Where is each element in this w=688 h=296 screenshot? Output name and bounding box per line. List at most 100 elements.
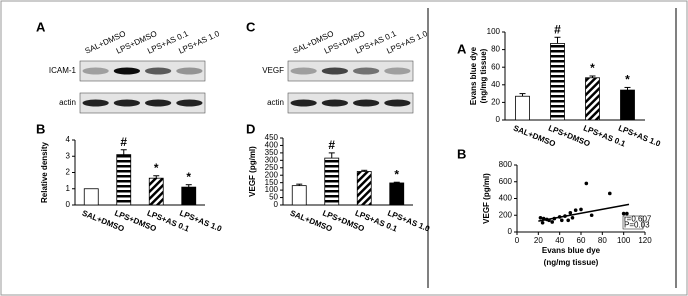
bar bbox=[389, 182, 405, 206]
x-tick-label: 100 bbox=[617, 236, 631, 245]
point bbox=[538, 215, 543, 220]
panel-label: D bbox=[246, 121, 255, 136]
y-tick-label: 300 bbox=[265, 155, 279, 164]
panel-label: A bbox=[457, 41, 467, 56]
blot-band bbox=[82, 67, 109, 75]
blot-band bbox=[145, 67, 172, 75]
point bbox=[584, 181, 589, 186]
error-bar bbox=[361, 169, 368, 172]
y-tick-label: 0 bbox=[66, 200, 71, 209]
y-tick-label: 80 bbox=[491, 45, 500, 54]
x-axis-label: Evans blue dye bbox=[542, 246, 601, 255]
point bbox=[608, 191, 612, 196]
bar bbox=[181, 186, 197, 206]
point bbox=[566, 218, 570, 223]
blot-background bbox=[287, 60, 414, 82]
significance-mark: * bbox=[590, 61, 595, 75]
y-tick-label: 0 bbox=[508, 227, 513, 236]
blot-band bbox=[113, 67, 140, 75]
y-tick-label: 400 bbox=[265, 141, 279, 150]
point bbox=[550, 220, 554, 224]
row-label: VEGF bbox=[262, 66, 284, 75]
y-tick-label: 60 bbox=[491, 62, 500, 71]
significance-mark: * bbox=[186, 170, 191, 184]
significance-mark: * bbox=[625, 73, 630, 87]
point bbox=[589, 213, 594, 218]
y-tick-label: 3 bbox=[66, 151, 71, 160]
y-tick-label: 350 bbox=[265, 148, 279, 157]
point bbox=[625, 211, 629, 216]
blot-band bbox=[290, 67, 317, 75]
y-tick-label: 0 bbox=[274, 200, 279, 209]
panel-label: B bbox=[36, 121, 45, 136]
y-tick-label: 200 bbox=[265, 170, 279, 179]
blot-band bbox=[176, 99, 203, 107]
blot-band bbox=[176, 67, 203, 75]
error-bar bbox=[589, 75, 596, 78]
error-bar bbox=[153, 175, 160, 179]
blot-band bbox=[321, 99, 348, 107]
y-axis-label: Evans blue dye bbox=[469, 46, 478, 105]
significance-mark: * bbox=[154, 161, 159, 175]
stats-box bbox=[622, 215, 644, 230]
y-tick-label: 2 bbox=[66, 168, 71, 177]
y-axis-label: (ng/mg tissue) bbox=[479, 48, 488, 103]
blot-background bbox=[79, 92, 206, 114]
significance-mark: # bbox=[120, 135, 127, 149]
stats-text: r=0.607 bbox=[624, 215, 652, 224]
blot-band bbox=[82, 99, 109, 107]
bar bbox=[515, 95, 530, 121]
y-tick-label: 40 bbox=[491, 80, 500, 89]
stats-text: P=0.03 bbox=[624, 221, 650, 230]
y-axis-label: VEGF (pg/ml) bbox=[482, 173, 491, 224]
x-tick-label: 40 bbox=[555, 236, 564, 245]
bar bbox=[324, 157, 340, 206]
point bbox=[568, 210, 573, 215]
blot-band bbox=[384, 67, 411, 75]
error-bar bbox=[120, 149, 127, 155]
blot-band bbox=[384, 99, 411, 107]
y-tick-label: 4 bbox=[66, 135, 71, 144]
y-tick-label: 50 bbox=[269, 193, 278, 202]
y-tick-label: 250 bbox=[265, 163, 279, 172]
bar bbox=[83, 188, 99, 206]
panel-label: B bbox=[457, 146, 466, 161]
point bbox=[570, 215, 575, 220]
point bbox=[560, 218, 564, 223]
x-tick-label: 20 bbox=[534, 236, 543, 245]
bar bbox=[356, 171, 372, 206]
blot-band bbox=[321, 67, 348, 75]
x-tick-label: 120 bbox=[638, 236, 652, 245]
y-tick-label: 450 bbox=[265, 133, 279, 142]
blot-band bbox=[145, 99, 172, 107]
point bbox=[579, 207, 583, 212]
y-axis-label: VEGF (pg/ml) bbox=[248, 146, 257, 197]
y-tick-label: 150 bbox=[265, 178, 279, 187]
bar bbox=[620, 89, 635, 121]
row-label: actin bbox=[267, 98, 284, 107]
bar bbox=[585, 77, 600, 121]
blot-background bbox=[79, 60, 206, 82]
error-bar bbox=[185, 184, 192, 188]
blot-band bbox=[113, 99, 140, 107]
y-tick-label: 100 bbox=[265, 185, 279, 194]
bar bbox=[291, 185, 307, 206]
row-label: actin bbox=[59, 98, 76, 107]
error-bar bbox=[519, 93, 526, 97]
blot-band bbox=[353, 99, 380, 107]
y-tick-label: 200 bbox=[499, 210, 513, 219]
error-bar bbox=[296, 183, 303, 186]
y-tick-label: 1 bbox=[66, 184, 71, 193]
point bbox=[621, 211, 626, 216]
y-tick-label: 800 bbox=[499, 160, 513, 169]
significance-mark: * bbox=[394, 167, 399, 181]
blot-background bbox=[287, 92, 414, 114]
y-tick-label: 600 bbox=[499, 177, 513, 186]
blot-band bbox=[353, 67, 380, 75]
y-tick-label: 0 bbox=[496, 115, 501, 124]
point bbox=[573, 208, 578, 213]
bar bbox=[116, 154, 132, 206]
